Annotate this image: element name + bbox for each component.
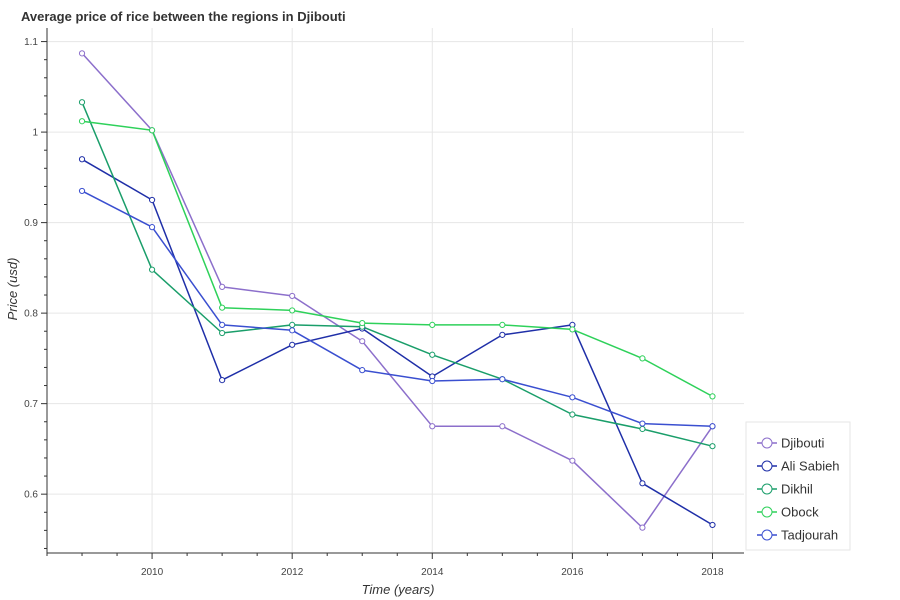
y-tick-label: 0.8 bbox=[24, 309, 38, 320]
data-point bbox=[219, 304, 226, 311]
x-tick-label: 2012 bbox=[281, 567, 304, 578]
legend-label: Ali Sabieh bbox=[781, 459, 840, 474]
legend-marker bbox=[761, 483, 773, 495]
legend-marker bbox=[761, 506, 773, 518]
data-point bbox=[289, 292, 296, 300]
data-point bbox=[148, 266, 156, 273]
data-point bbox=[429, 377, 436, 385]
data-point bbox=[219, 283, 226, 290]
data-point bbox=[289, 307, 296, 314]
legend-label: Djibouti bbox=[781, 436, 824, 451]
data-point bbox=[499, 423, 506, 430]
data-point bbox=[569, 394, 576, 401]
data-point bbox=[499, 321, 506, 328]
y-axis-label: Price (usd) bbox=[5, 258, 20, 321]
series-line bbox=[81, 190, 713, 428]
data-point bbox=[359, 367, 366, 374]
legend: Djibouti Ali Sabieh Dikhil Obock Tadjourah bbox=[745, 421, 851, 551]
y-tick-label: 0.9 bbox=[24, 218, 38, 229]
y-tick-label: 1.1 bbox=[24, 37, 38, 48]
legend-marker bbox=[761, 529, 773, 541]
data-point bbox=[429, 423, 436, 430]
x-tick-label: 2014 bbox=[421, 567, 444, 578]
data-point bbox=[219, 329, 226, 337]
series-line bbox=[81, 101, 713, 447]
data-point bbox=[499, 331, 506, 338]
data-point bbox=[78, 50, 86, 57]
data-point bbox=[639, 420, 646, 427]
series-line bbox=[81, 120, 713, 398]
data-point bbox=[569, 457, 576, 464]
grid bbox=[47, 28, 744, 553]
chart-title: Average price of rice between the region… bbox=[21, 9, 346, 24]
legend-marker bbox=[761, 460, 773, 472]
data-point bbox=[359, 338, 366, 345]
data-point bbox=[78, 187, 86, 195]
x-tick-label: 2016 bbox=[561, 567, 584, 578]
data-point bbox=[639, 425, 646, 433]
data-point bbox=[78, 118, 86, 125]
data-point bbox=[78, 99, 86, 106]
data-point bbox=[639, 355, 646, 362]
data-point bbox=[289, 321, 296, 328]
data-point bbox=[429, 321, 436, 328]
data-point bbox=[709, 423, 716, 430]
data-point bbox=[148, 224, 156, 231]
data-point bbox=[709, 393, 716, 400]
data-point bbox=[569, 326, 576, 333]
series-line bbox=[81, 158, 713, 526]
data-point bbox=[219, 377, 226, 384]
x-axis-label: Time (years) bbox=[362, 582, 435, 597]
x-tick-label: 2010 bbox=[141, 567, 164, 578]
data-point bbox=[639, 524, 646, 531]
data-point bbox=[359, 319, 366, 327]
data-point bbox=[709, 521, 716, 529]
data-point bbox=[219, 321, 226, 328]
data-point bbox=[639, 480, 646, 487]
data-point bbox=[78, 156, 86, 163]
data-point bbox=[148, 127, 156, 134]
data-point bbox=[709, 443, 716, 450]
y-tick-label: 1 bbox=[32, 128, 38, 139]
data-point bbox=[289, 327, 296, 334]
y-tick-label: 0.6 bbox=[24, 490, 38, 501]
legend-label: Obock bbox=[781, 505, 819, 520]
data-point bbox=[289, 341, 296, 348]
data-point bbox=[429, 351, 436, 358]
data-point bbox=[148, 196, 156, 204]
series-line bbox=[81, 52, 714, 529]
legend-label: Tadjourah bbox=[781, 528, 838, 543]
x-tick-label: 2018 bbox=[701, 567, 724, 578]
legend-label: Dikhil bbox=[781, 482, 813, 497]
axes: 2010 2012 2014 2016 2018 0.6 0.7 0.8 0.9 1 1.1 bbox=[24, 28, 744, 578]
y-tick-label: 0.7 bbox=[24, 399, 38, 410]
data-point bbox=[499, 376, 506, 383]
legend-marker bbox=[761, 437, 773, 449]
series-layer bbox=[78, 50, 716, 531]
data-point bbox=[569, 411, 576, 418]
